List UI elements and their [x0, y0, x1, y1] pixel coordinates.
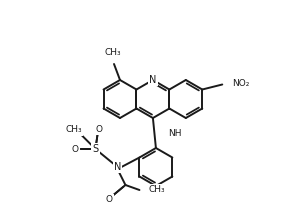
Text: N: N — [114, 162, 121, 172]
Text: S: S — [92, 144, 98, 154]
Text: NO₂: NO₂ — [232, 79, 250, 88]
Text: CH₃: CH₃ — [105, 48, 121, 57]
Text: NH: NH — [168, 128, 181, 137]
Text: O: O — [96, 124, 103, 133]
Text: CH₃: CH₃ — [65, 126, 82, 135]
Text: O: O — [106, 196, 113, 204]
Text: CH₃: CH₃ — [148, 185, 165, 194]
Text: N: N — [149, 75, 157, 85]
Text: O: O — [72, 145, 79, 154]
